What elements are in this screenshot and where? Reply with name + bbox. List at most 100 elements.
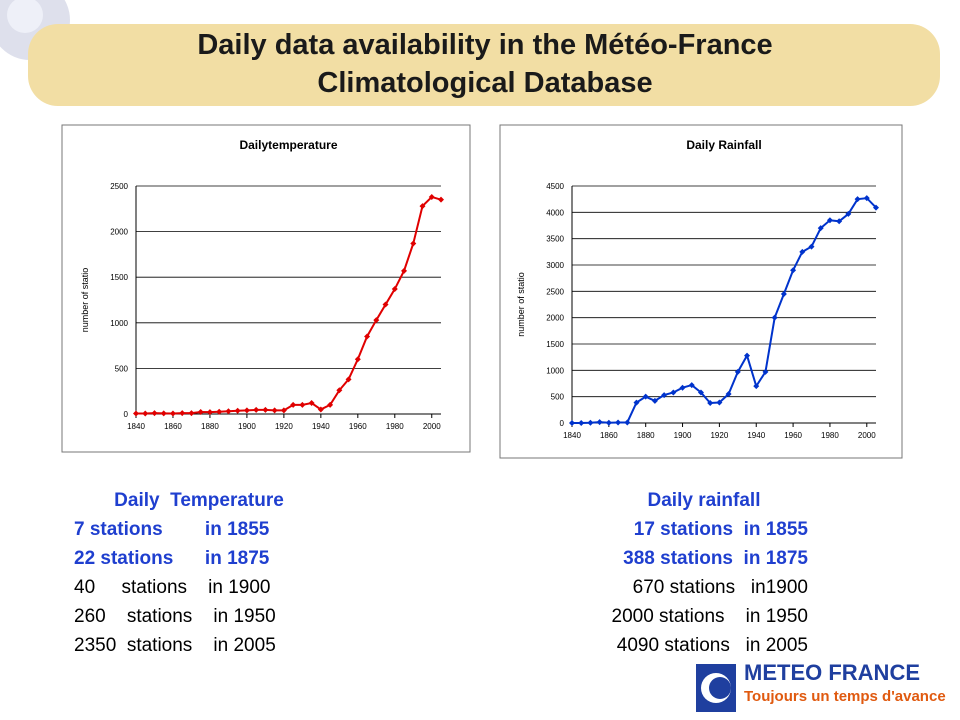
caption-line: 388 stations in 1875 xyxy=(623,548,808,569)
data-point xyxy=(327,401,334,408)
chart-title: Daily Rainfall xyxy=(686,138,761,152)
caption-line: 40 stations in 1900 xyxy=(74,577,271,598)
data-point xyxy=(234,407,241,414)
data-point xyxy=(697,389,704,396)
logo: METEO FRANCE Toujours un temps d'avance xyxy=(692,658,952,718)
y-tick-label: 2500 xyxy=(110,182,128,191)
data-point xyxy=(615,419,622,426)
y-tick-label: 1000 xyxy=(546,366,564,375)
data-point xyxy=(206,409,213,416)
x-tick-label: 1940 xyxy=(312,422,330,431)
data-point xyxy=(596,419,603,426)
data-point xyxy=(410,240,417,247)
data-point xyxy=(780,290,787,297)
data-point xyxy=(771,314,778,321)
y-tick-label: 0 xyxy=(124,410,129,419)
data-line xyxy=(136,195,442,415)
data-point xyxy=(716,399,723,406)
data-point xyxy=(688,382,695,389)
data-point xyxy=(753,383,760,390)
data-point xyxy=(225,408,232,415)
x-tick-label: 1920 xyxy=(275,422,293,431)
data-point xyxy=(336,387,343,394)
data-point xyxy=(808,243,815,250)
x-tick-label: 1900 xyxy=(674,431,692,440)
caption-line: 22 stations in 1875 xyxy=(74,548,270,569)
caption-line: Daily rainfall xyxy=(647,490,761,511)
x-tick-label: 2000 xyxy=(858,431,876,440)
caption-line: 4090 stations in 2005 xyxy=(616,635,808,656)
data-point xyxy=(605,419,612,426)
x-tick-label: 1840 xyxy=(563,431,581,440)
slide-title: Daily data availability in the Météo-Fra… xyxy=(197,29,773,99)
data-point xyxy=(419,203,426,210)
data-point xyxy=(401,267,408,274)
data-point xyxy=(133,410,139,417)
data-point xyxy=(391,286,398,293)
x-tick-label: 1960 xyxy=(784,431,802,440)
data-point xyxy=(151,410,158,417)
x-tick-label: 1920 xyxy=(710,431,728,440)
data-point xyxy=(845,210,852,217)
charts: Dailytemperature number of statio 0 500 1000… xyxy=(61,124,903,459)
data-point xyxy=(734,368,741,375)
y-axis-label: number of statio xyxy=(80,268,90,333)
y-tick-label: 1500 xyxy=(110,273,128,282)
data-point xyxy=(624,419,631,426)
x-tick-label: 1860 xyxy=(164,422,182,431)
data-point xyxy=(290,401,297,408)
chart-frame xyxy=(61,124,471,453)
data-point xyxy=(790,267,797,274)
data-point xyxy=(299,401,306,408)
data-point xyxy=(873,204,879,211)
data-point xyxy=(661,392,668,399)
data-point xyxy=(179,410,186,417)
logo-icon xyxy=(696,664,736,712)
data-point xyxy=(364,333,371,340)
data-point xyxy=(271,407,278,414)
x-tick-label: 1940 xyxy=(747,431,765,440)
caption-line: 17 stations in 1855 xyxy=(633,519,808,540)
data-point xyxy=(587,419,594,426)
data-point xyxy=(197,408,204,415)
data-point xyxy=(142,410,149,417)
data-point xyxy=(345,376,352,383)
data-point xyxy=(160,410,167,417)
data-point xyxy=(188,410,195,417)
data-point xyxy=(707,399,714,406)
logo-tagline: Toujours un temps d'avance xyxy=(744,688,946,705)
data-point xyxy=(799,248,806,255)
data-point xyxy=(280,407,287,414)
data-point xyxy=(373,317,380,324)
y-tick-label: 2500 xyxy=(546,287,564,296)
data-point xyxy=(578,420,585,426)
data-point xyxy=(651,397,658,404)
data-point xyxy=(262,406,269,413)
x-tick-label: 1900 xyxy=(238,422,256,431)
y-tick-label: 1000 xyxy=(110,319,128,328)
data-point xyxy=(817,225,824,232)
data-point xyxy=(243,407,250,414)
x-tick-label: 1860 xyxy=(600,431,618,440)
x-tick-label: 1980 xyxy=(386,422,404,431)
logo-name: METEO FRANCE xyxy=(744,660,920,685)
data-point xyxy=(428,193,435,200)
data-point xyxy=(744,352,751,359)
data-point xyxy=(354,356,361,363)
y-tick-label: 2000 xyxy=(546,314,564,323)
y-tick-label: 4500 xyxy=(546,182,564,191)
caption-line: 2000 stations in 1950 xyxy=(611,606,808,627)
data-point xyxy=(382,301,389,308)
caption-line: 670 stations in1900 xyxy=(632,577,808,598)
y-tick-label: 2000 xyxy=(110,228,128,237)
data-point xyxy=(253,406,260,413)
x-tick-label: 1880 xyxy=(637,431,655,440)
data-point xyxy=(317,406,324,413)
x-tick-label: 1980 xyxy=(821,431,839,440)
x-tick-label: 2000 xyxy=(423,422,441,431)
caption-line: 260 stations in 1950 xyxy=(74,606,276,627)
data-point xyxy=(836,218,843,225)
data-point xyxy=(679,384,686,391)
y-tick-label: 3000 xyxy=(546,261,564,270)
y-tick-label: 0 xyxy=(560,419,565,428)
